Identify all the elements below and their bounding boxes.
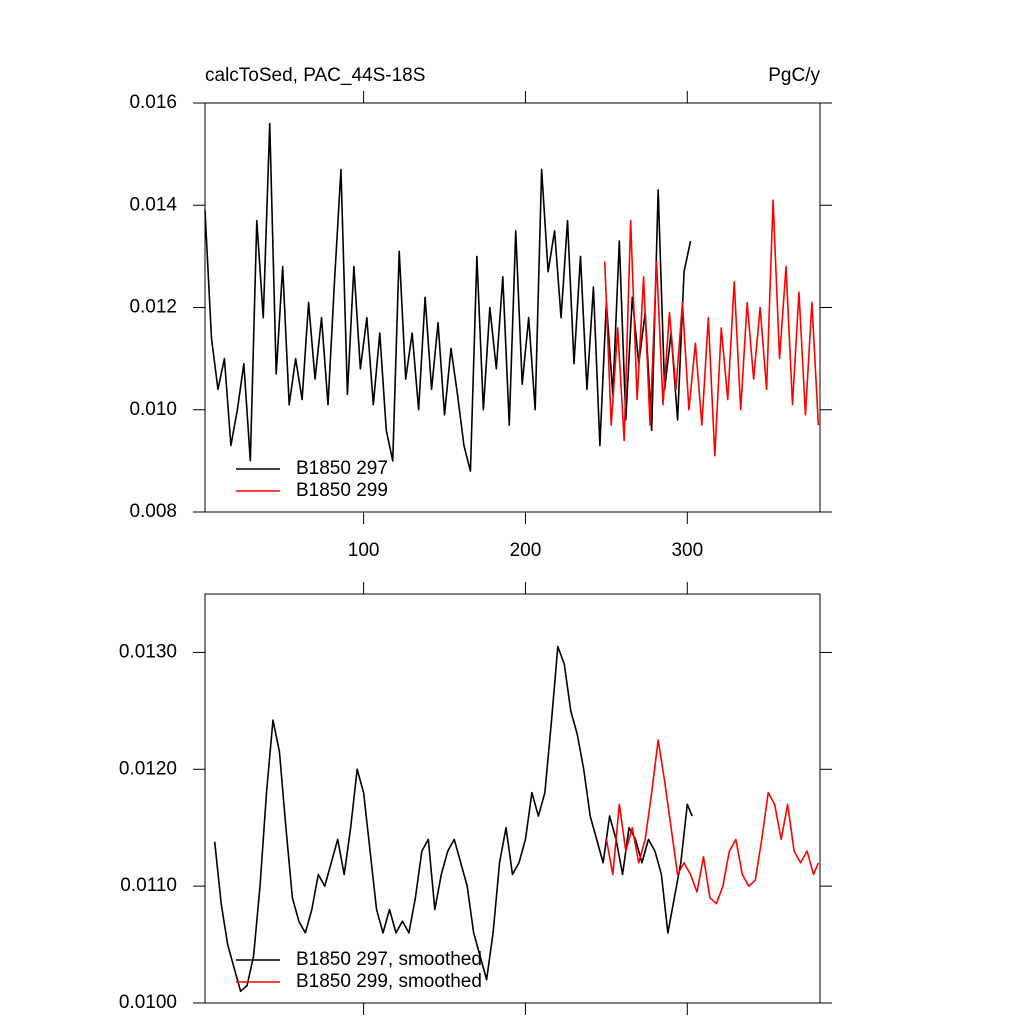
y-tick-label: 0.008 (129, 501, 177, 522)
y-tick-label: 0.0120 (119, 758, 177, 779)
y-tick-label: 0.010 (129, 399, 177, 420)
legend-label: B1850 297, smoothed (296, 949, 482, 970)
legend-label: B1850 299 (296, 480, 388, 501)
y-tick-label: 0.0110 (120, 875, 177, 896)
y-tick-label: 0.016 (129, 92, 177, 113)
data-line (603, 199, 820, 457)
y-tick-label: 0.012 (129, 297, 177, 318)
units-label: PgC/y (768, 65, 820, 86)
plot-frame (204, 593, 821, 1004)
data-line (204, 122, 692, 472)
x-tick-label: 100 (348, 540, 380, 561)
y-tick-label: 0.0130 (119, 641, 177, 662)
x-tick-label: 300 (671, 540, 703, 561)
y-tick-label: 0.0100 (119, 992, 177, 1013)
x-tick-label: 200 (510, 540, 542, 561)
y-tick-label: 0.014 (129, 194, 177, 215)
legend-label: B1850 299, smoothed (296, 971, 482, 992)
data-line (605, 739, 820, 905)
data-line (213, 645, 693, 993)
legend-label: B1850 297 (296, 458, 388, 479)
chart-title: calcToSed, PAC_44S-18S (205, 65, 425, 86)
